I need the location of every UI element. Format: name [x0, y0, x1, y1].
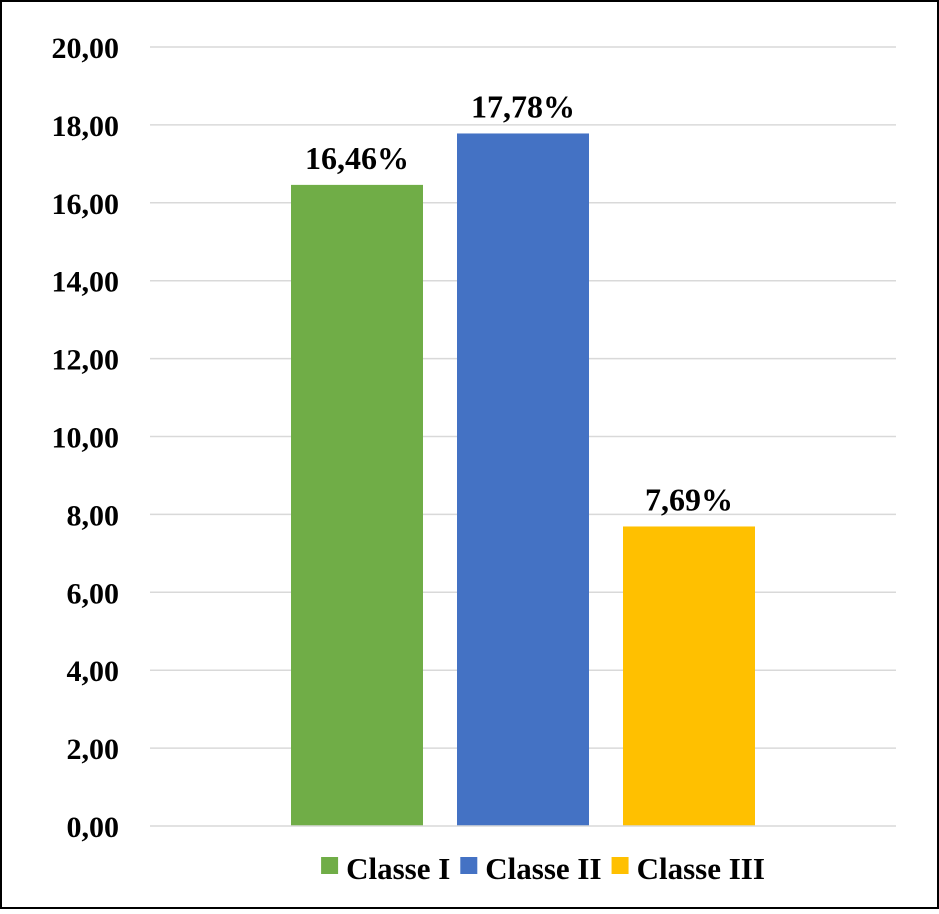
data-label: 7,69% [645, 481, 733, 517]
legend-label: Classe II [485, 851, 601, 886]
y-tick-label: 10,00 [52, 422, 120, 455]
bars [291, 133, 755, 826]
y-tick-label: 0,00 [67, 811, 120, 844]
gridlines [150, 46, 896, 749]
y-tick-label: 18,00 [52, 110, 120, 143]
y-tick-label: 12,00 [52, 344, 120, 377]
legend-label: Classe III [637, 851, 765, 886]
y-axis-tick-labels: 0,00 2,00 4,00 6,00 8,00 10,00 12,00 14,00 16,00… [52, 32, 120, 844]
y-tick-label: 2,00 [67, 733, 120, 766]
data-label: 17,78% [471, 88, 575, 124]
legend-label: Classe I [346, 851, 450, 886]
y-tick-label: 6,00 [67, 577, 120, 610]
bar [457, 133, 589, 826]
legend-swatch [321, 857, 339, 874]
y-tick-label: 20,00 [52, 32, 120, 65]
data-label: 16,46% [305, 140, 409, 176]
legend: Classe I Classe II Classe III [321, 851, 765, 886]
data-labels: 16,46% 17,78% 7,69% [305, 88, 733, 517]
y-tick-label: 8,00 [67, 499, 120, 532]
legend-swatch [460, 857, 478, 874]
y-tick-label: 16,00 [52, 188, 120, 221]
bar [291, 184, 423, 826]
y-tick-label: 14,00 [52, 266, 120, 299]
legend-swatch [611, 857, 629, 874]
y-tick-label: 4,00 [67, 655, 120, 688]
bar [623, 526, 755, 826]
